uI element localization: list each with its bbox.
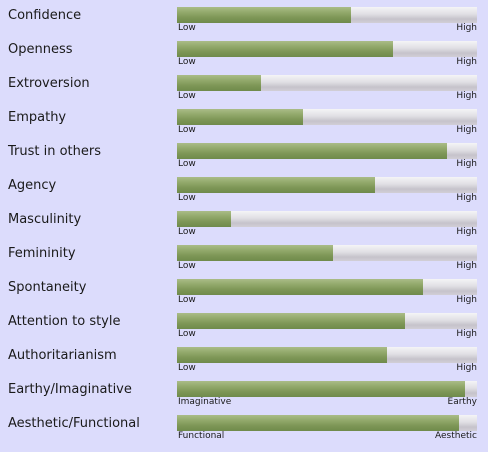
trait-row-empathy: Empathy Low High [0,102,488,136]
trait-label: Aesthetic/Functional [8,416,140,431]
trait-bar-track [177,109,477,125]
trait-bar-fill [177,415,459,431]
trait-row-extroversion: Extroversion Low High [0,68,488,102]
scale-low-label: Imaginative [178,397,232,407]
trait-bar-track [177,415,477,431]
trait-row-aesthetic-functional: Aesthetic/Functional Functional Aestheti… [0,408,488,442]
trait-row-openness: Openness Low High [0,34,488,68]
trait-bar-track [177,75,477,91]
scale-high-label: High [456,159,477,169]
trait-bar-track [177,211,477,227]
trait-bar-track [177,347,477,363]
scale-low-label: Low [178,227,196,237]
scale-low-label: Low [178,91,196,101]
scale-high-label: Aesthetic [435,431,477,441]
trait-row-earthy-imaginative: Earthy/Imaginative Imaginative Earthy [0,374,488,408]
scale-low-label: Low [178,329,196,339]
trait-label: Trust in others [8,144,102,159]
scale-low-label: Low [178,295,196,305]
trait-bar-fill [177,245,333,261]
trait-bar-track [177,313,477,329]
trait-bar-fill [177,7,351,23]
scale-high-label: High [456,363,477,373]
trait-row-femininity: Femininity Low High [0,238,488,272]
trait-label: Empathy [8,110,67,125]
trait-bar-track [177,7,477,23]
trait-row-spontaneity: Spontaneity Low High [0,272,488,306]
scale-low-label: Functional [178,431,225,441]
scale-low-label: Low [178,125,196,135]
trait-label: Extroversion [8,76,90,91]
trait-bar-fill [177,109,303,125]
trait-label: Confidence [8,8,82,23]
scale-high-label: Earthy [447,397,477,407]
scale-high-label: High [456,227,477,237]
trait-bar-track [177,245,477,261]
trait-bar-track [177,177,477,193]
trait-row-confidence: Confidence Low High [0,0,488,34]
trait-row-attention-to-style: Attention to style Low High [0,306,488,340]
scale-high-label: High [456,91,477,101]
trait-bar-track [177,143,477,159]
trait-label: Earthy/Imaginative [8,382,132,397]
trait-bar-fill [177,279,423,295]
trait-bar-fill [177,347,387,363]
scale-low-label: Low [178,57,196,67]
scale-low-label: Low [178,23,196,33]
trait-bar-fill [177,143,447,159]
trait-bar-track [177,279,477,295]
scale-high-label: High [456,125,477,135]
trait-label: Spontaneity [8,280,87,295]
scale-high-label: High [456,329,477,339]
scale-high-label: High [456,261,477,271]
scale-high-label: High [456,57,477,67]
trait-label: Attention to style [8,314,121,329]
trait-bar-fill [177,177,375,193]
trait-bar-track [177,41,477,57]
scale-high-label: High [456,193,477,203]
trait-row-trust-in-others: Trust in others Low High [0,136,488,170]
scale-low-label: Low [178,261,196,271]
trait-bar-track [177,381,477,397]
trait-bar-fill [177,313,405,329]
trait-bar-fill [177,41,393,57]
trait-bar-fill [177,75,261,91]
trait-label: Femininity [8,246,76,261]
scale-high-label: High [456,295,477,305]
scale-low-label: Low [178,159,196,169]
scale-low-label: Low [178,363,196,373]
trait-row-authoritarianism: Authoritarianism Low High [0,340,488,374]
scale-low-label: Low [178,193,196,203]
trait-label: Authoritarianism [8,348,117,363]
trait-label: Openness [8,42,73,57]
scale-high-label: High [456,23,477,33]
trait-label: Masculinity [8,212,82,227]
trait-row-agency: Agency Low High [0,170,488,204]
trait-bar-fill [177,211,231,227]
trait-label: Agency [8,178,57,193]
trait-row-masculinity: Masculinity Low High [0,204,488,238]
trait-bar-fill [177,381,465,397]
